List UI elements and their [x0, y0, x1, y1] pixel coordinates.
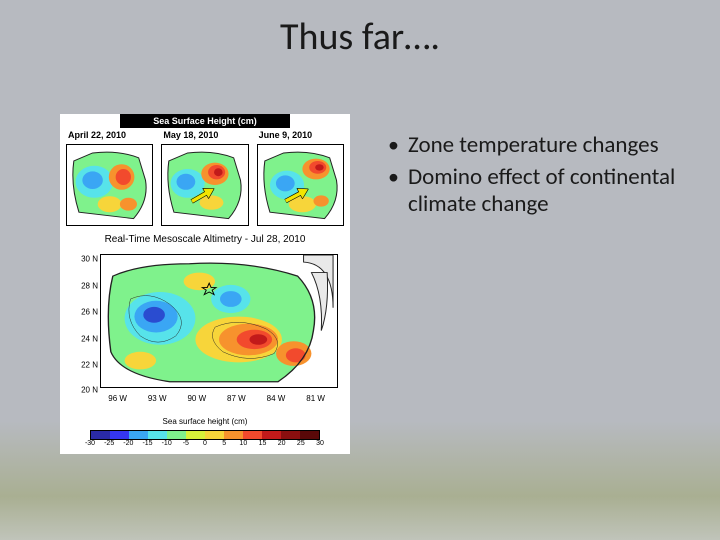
colorbar-segment: [186, 431, 205, 439]
mini-date-2: June 9, 2010: [255, 130, 346, 142]
colorbar-segment: [281, 431, 300, 439]
big-map-area: 30 N 28 N 26 N 24 N 22 N 20 N: [78, 250, 342, 406]
mini-map-2: [257, 144, 344, 226]
bullet-list: Zone temperature changes Domino effect o…: [388, 132, 688, 223]
colorbar-segment: [243, 431, 262, 439]
mini-date-1: May 18, 2010: [159, 130, 250, 142]
colorbar-tick: 25: [297, 440, 305, 447]
x-tick: 96 W: [108, 394, 127, 406]
y-tick: 22 N: [78, 361, 98, 370]
slide: Thus far…. Sea Surface Height (cm) April…: [0, 0, 720, 540]
colorbar-tick: 15: [259, 440, 267, 447]
colorbar-segment: [205, 431, 224, 439]
mini-map-0: [66, 144, 153, 226]
colorbar-label: Sea surface height (cm): [60, 417, 350, 426]
colorbar-bar: [90, 430, 320, 440]
mini-panel-2: June 9, 2010: [255, 130, 346, 228]
colorbar-segment: [167, 431, 186, 439]
small-multiples-row: April 22, 2010 May 18: [64, 130, 346, 228]
colorbar-tick: -5: [183, 440, 189, 447]
y-tick: 30 N: [78, 255, 98, 264]
colorbar-tick: -15: [142, 440, 152, 447]
big-map: [100, 254, 338, 388]
mini-panel-0: April 22, 2010: [64, 130, 155, 228]
mini-map-1: [161, 144, 248, 226]
x-tick: 84 W: [267, 394, 286, 406]
colorbar-segment: [129, 431, 148, 439]
colorbar-tick: -25: [104, 440, 114, 447]
x-tick: 93 W: [148, 394, 167, 406]
colorbar-segment: [224, 431, 243, 439]
colorbar-tick: -20: [123, 440, 133, 447]
colorbar-tick: 20: [278, 440, 286, 447]
y-tick: 28 N: [78, 281, 98, 290]
mini-panel-1: May 18, 2010: [159, 130, 250, 228]
y-tick: 26 N: [78, 308, 98, 317]
colorbar-tick: 10: [239, 440, 247, 447]
colorbar-tick: 5: [222, 440, 226, 447]
colorbar-segment: [148, 431, 167, 439]
y-tick: 24 N: [78, 334, 98, 343]
y-tick: 20 N: [78, 386, 98, 395]
mini-date-0: April 22, 2010: [64, 130, 155, 142]
colorbar-tick: -10: [162, 440, 172, 447]
x-tick: 81 W: [306, 394, 325, 406]
colorbar-segment: [262, 431, 281, 439]
big-map-title: Real-Time Mesoscale Altimetry - Jul 28, …: [60, 234, 350, 245]
slide-title: Thus far….: [0, 14, 720, 60]
figure-header: Sea Surface Height (cm): [120, 114, 290, 128]
colorbar-segment: [110, 431, 129, 439]
colorbar-segment: [300, 431, 319, 439]
colorbar-tick: 30: [316, 440, 324, 447]
colorbar: -30-25-20-15-10-5051015202530: [90, 430, 320, 448]
colorbar-segment: [91, 431, 110, 439]
bullet-item: Zone temperature changes: [388, 132, 688, 158]
bullet-item: Domino effect of continental climate cha…: [388, 164, 688, 217]
colorbar-ticks: -30-25-20-15-10-5051015202530: [90, 440, 320, 448]
colorbar-tick: 0: [203, 440, 207, 447]
figure-panel: Sea Surface Height (cm) April 22, 2010: [60, 114, 350, 454]
x-tick: 90 W: [187, 394, 206, 406]
colorbar-tick: -30: [85, 440, 95, 447]
x-tick: 87 W: [227, 394, 246, 406]
